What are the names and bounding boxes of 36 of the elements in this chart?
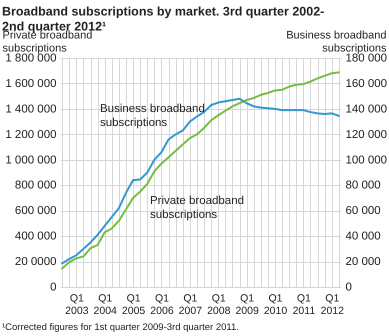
y-tick-label: 1 800 000 — [5, 52, 56, 64]
y2-tick-label: 140 000 — [346, 103, 388, 116]
x-tick-label: Q1 2009 — [235, 292, 259, 317]
text: ¹Corrected figures for 1st quarter 2009-3rd quarter 2011. — [2, 322, 239, 333]
y-tick-label: 600 000 — [14, 205, 56, 218]
x-tick-label: Q1 2010 — [264, 292, 288, 317]
y2-tick-label: 20 000 — [346, 256, 381, 268]
line-series — [61, 98, 340, 264]
y-tick-label: 400 000 — [14, 230, 56, 243]
x-tick-label: Q1 2007 — [178, 292, 202, 317]
y-tick-label: 1 200 000 — [5, 128, 56, 141]
x-tick-label: Q1 2006 — [150, 292, 174, 317]
series-label: Business broadband subscriptions — [100, 103, 205, 129]
y2-tick-label: 160 000 — [346, 78, 388, 90]
y2-tick-label: 180 000 — [346, 52, 388, 64]
y-tick-label: 0 — [50, 282, 56, 294]
y-tick-label: 1 000 000 — [5, 154, 56, 166]
y-tick-label: 20 0000 — [14, 256, 56, 268]
y2-tick-label: 40 000 — [346, 230, 381, 243]
x-tick-label: Q1 2008 — [207, 292, 231, 317]
y2-tick-label: 80 000 — [346, 180, 381, 192]
x-tick-label: Q1 2004 — [94, 292, 118, 317]
line-series — [61, 71, 340, 270]
y2-axis-title: Business broadband subscriptions — [286, 30, 387, 54]
x-tick-label: Q1 2011 — [292, 292, 316, 317]
y-tick-label: 1 600 000 — [5, 78, 56, 90]
y2-tick-label: 100 000 — [346, 154, 388, 166]
y-tick-label: 800 000 — [14, 180, 56, 192]
x-tick-label: Q1 2012 — [320, 292, 344, 317]
y-tick-label: 1 400 000 — [5, 103, 56, 116]
series-label: Private broadband subscriptions — [150, 195, 244, 221]
y2-tick-label: 120 000 — [346, 128, 388, 141]
x-tick-label: Q1 2005 — [122, 292, 146, 317]
y2-tick-label: 0 — [346, 282, 352, 294]
y2-tick-label: 60 000 — [346, 205, 381, 218]
x-tick-label: Q1 2003 — [65, 292, 89, 317]
